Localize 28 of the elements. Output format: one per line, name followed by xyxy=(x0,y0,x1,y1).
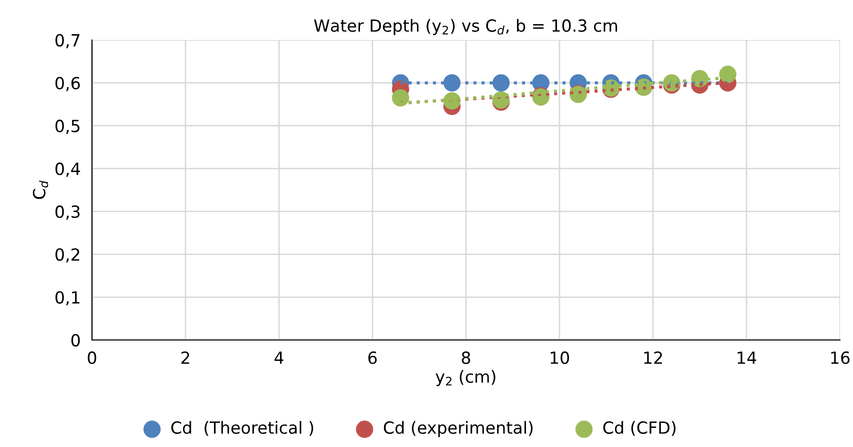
y-tick-label: 0,7 xyxy=(55,34,80,48)
y-axis-title: C$_{d}$ xyxy=(32,180,48,199)
point xyxy=(719,66,736,83)
y-tick-label: 0,6 xyxy=(55,76,80,92)
legend-label: Cd (experimental) xyxy=(384,421,533,438)
x-tick-label: 4 xyxy=(274,352,284,364)
y-tick-label: 0,5 xyxy=(55,120,80,134)
y-tick-label: 0,2 xyxy=(55,248,80,263)
legend-label: Cd (CFD) xyxy=(603,421,676,436)
point xyxy=(443,92,461,110)
x-tick-label: 8 xyxy=(462,351,470,364)
x-tick-label: 10 xyxy=(550,351,569,364)
x-tick-label: 12 xyxy=(644,351,662,364)
chart-title: Water Depth (y$_{2}$) vs C$_{d}$, b = 10.3 cm xyxy=(314,19,618,36)
x-tick-label: 14 xyxy=(738,352,756,364)
x-tick-label: 16 xyxy=(831,351,850,364)
y-tick-label: 0 xyxy=(71,334,80,347)
x-axis-title: y$_{2}$ (cm) xyxy=(436,370,496,386)
x-tick-label: 2 xyxy=(181,351,190,364)
point xyxy=(392,89,410,106)
point xyxy=(443,74,461,92)
x-tick-label: 6 xyxy=(368,351,377,364)
y-tick-label: 0,4 xyxy=(55,162,80,177)
x-tick-label: 0 xyxy=(88,351,96,364)
legend-label: Cd (Theoretical ) xyxy=(171,421,314,436)
point xyxy=(492,74,510,92)
y-tick-label: 0,3 xyxy=(55,205,80,220)
y-tick-label: 0,1 xyxy=(55,291,80,306)
